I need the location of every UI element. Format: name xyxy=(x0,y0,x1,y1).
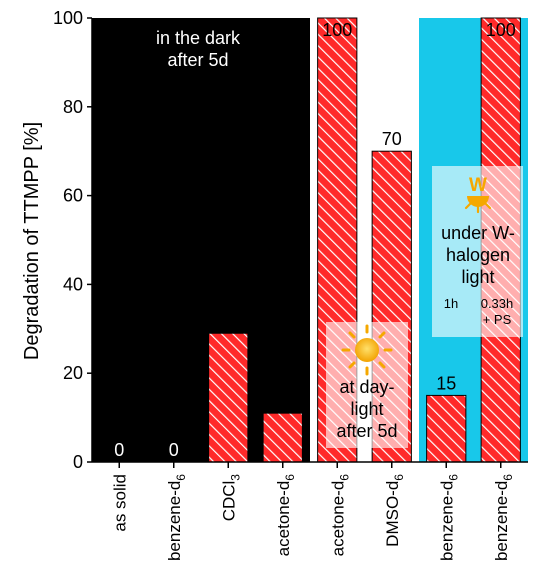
y-tick-label: 100 xyxy=(53,8,83,28)
y-tick-label: 80 xyxy=(63,97,83,117)
region-dark-background xyxy=(92,18,310,462)
bar-value-label: 29 xyxy=(218,311,238,331)
daylight-label-line2: light xyxy=(350,399,383,419)
halogen-label-line3: light xyxy=(461,267,494,287)
y-tick-label: 20 xyxy=(63,363,83,383)
daylight-label-line1: at day- xyxy=(339,377,394,397)
x-category-label: DMSO-d6 xyxy=(383,474,406,547)
halogen-sub-label-1h: 1h xyxy=(444,296,458,311)
bar-value-label: 0 xyxy=(169,440,179,460)
bar-value-label: 11 xyxy=(273,391,292,411)
x-category-label: acetone-d6 xyxy=(274,474,297,557)
halogen-label-box xyxy=(432,166,523,337)
bar xyxy=(426,394,467,463)
daylight-label-line3: after 5d xyxy=(336,421,397,441)
dark-label-line1: in the dark xyxy=(156,28,241,48)
x-category-label: CDCl3 xyxy=(219,474,242,522)
y-tick-label: 60 xyxy=(63,186,83,206)
bar-value-label: 100 xyxy=(486,20,516,40)
halogen-lamp-icon: W xyxy=(464,175,492,214)
dark-label-line2: after 5d xyxy=(167,50,228,70)
sun-icon xyxy=(341,324,393,376)
bar-value-label: 70 xyxy=(382,129,402,149)
x-category-label: as solid xyxy=(110,474,129,532)
x-category-label: benzene-d6 xyxy=(437,474,460,561)
x-category-label: acetone-d6 xyxy=(328,474,351,557)
halogen-sub-label-ps: + PS xyxy=(483,312,512,327)
y-axis-label: Degradation of TTMPP [%] xyxy=(21,122,43,360)
y-tick-label: 40 xyxy=(63,274,83,294)
bar-value-label: 0 xyxy=(114,440,124,460)
x-category-label: benzene-d6 xyxy=(492,474,515,561)
bar xyxy=(208,332,249,463)
x-category-label: benzene-d6 xyxy=(165,474,188,561)
bar-value-label: 100 xyxy=(322,20,352,40)
halogen-label-line2: halogen xyxy=(446,245,510,265)
y-tick-label: 0 xyxy=(73,452,83,472)
halogen-label-line1: under W- xyxy=(441,223,515,243)
svg-text:W: W xyxy=(469,175,487,196)
bar xyxy=(262,412,303,463)
halogen-sub-label-033h: 0.33h xyxy=(481,296,514,311)
bar-value-label: 15 xyxy=(436,373,456,393)
